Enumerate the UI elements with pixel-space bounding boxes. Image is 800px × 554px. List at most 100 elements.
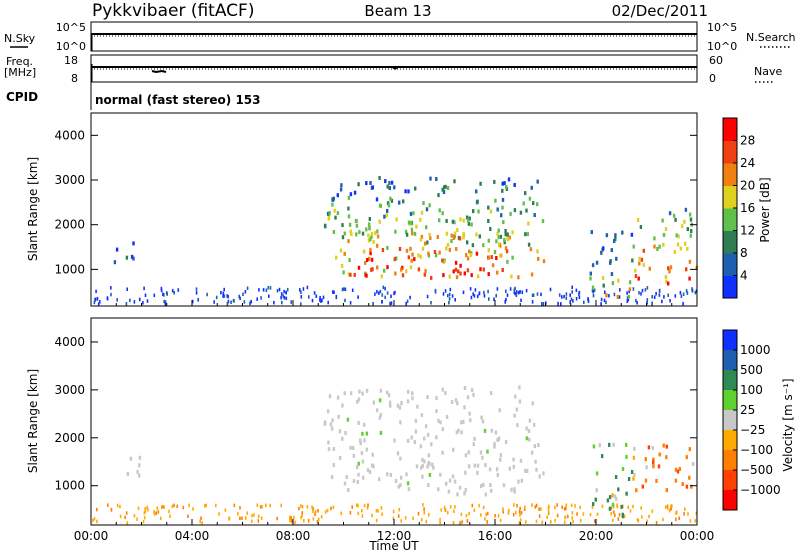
power-noise-cell: [560, 302, 562, 306]
power-range-cell: [685, 267, 688, 272]
velocity-range-cell: [608, 495, 612, 500]
power-range-cell: [366, 258, 369, 262]
velocity-noise-cell: [253, 513, 255, 517]
velocity-range-cell: [473, 463, 476, 468]
power-range-cell: [388, 181, 391, 185]
power-noise-cell: [285, 290, 287, 295]
power-colorbar-tick-label: 4: [740, 269, 748, 283]
velocity-range-cell: [406, 438, 410, 443]
power-noise-cell: [515, 293, 518, 298]
velocity-noise-cell: [256, 503, 259, 507]
time-xtick-label: 04:00: [175, 529, 210, 543]
power-range-cell: [349, 229, 352, 234]
power-range-cell: [368, 217, 371, 221]
velocity-noise-cell: [563, 520, 566, 524]
velocity-range-cell: [513, 487, 516, 492]
velocity-range-cell: [365, 388, 369, 393]
power-range-cell: [407, 189, 410, 194]
power-range-cell: [634, 268, 637, 273]
power-noise-cell: [540, 292, 542, 297]
power-noise-cell: [651, 301, 653, 305]
velocity-range-cell: [657, 464, 661, 469]
velocity-range-cell: [490, 488, 493, 493]
velocity-range-cell: [389, 473, 392, 477]
velocity-range-cell: [499, 457, 502, 462]
power-range-cell: [332, 196, 335, 201]
power-noise-cell: [549, 287, 552, 292]
velocity-colorbar-swatch: [723, 410, 737, 431]
power-noise-cell: [160, 288, 163, 293]
power-range-cell: [355, 232, 358, 237]
velocity-range-cell: [674, 467, 678, 472]
velocity-range-cell: [419, 465, 423, 470]
power-range-cell: [369, 247, 372, 252]
power-noise-cell: [163, 293, 165, 297]
velocity-range-cell: [338, 455, 342, 460]
velocity-noise-cell: [556, 503, 558, 507]
power-noise-cell: [661, 299, 663, 304]
velocity-noise-cell: [269, 503, 271, 508]
power-range-cell: [376, 229, 379, 234]
power-noise-cell: [563, 294, 565, 299]
power-range-cell: [132, 256, 135, 261]
power-range-cell: [664, 227, 668, 232]
velocity-noise-cell: [508, 508, 510, 513]
velocity-range-cell: [525, 436, 529, 441]
velocity-noise-cell: [683, 512, 685, 516]
velocity-range-cell: [457, 428, 460, 433]
velocity-noise-cell: [156, 506, 159, 510]
velocity-range-cell: [328, 394, 332, 399]
power-range-cell: [386, 245, 389, 250]
velocity-noise-cell: [93, 517, 96, 521]
velocity-range-cell: [611, 502, 615, 507]
power-range-cell: [348, 258, 351, 263]
power-range-cell: [347, 214, 351, 219]
velocity-noise-cell: [427, 513, 430, 517]
power-noise-cell: [267, 286, 270, 290]
velocity-range-cell: [329, 422, 333, 427]
velocity-noise-cell: [377, 509, 379, 513]
velocity-noise-cell: [110, 508, 113, 512]
power-range-cell: [333, 208, 336, 213]
freq-unit-label: [MHz]: [4, 66, 36, 79]
velocity-range-cell: [406, 481, 410, 486]
velocity-range-cell: [620, 504, 623, 509]
velocity-range-cell: [537, 443, 540, 447]
velocity-noise-cell: [689, 519, 692, 523]
power-noise-cell: [243, 300, 246, 304]
velocity-range-cell: [366, 468, 370, 473]
power-noise-cell: [447, 293, 449, 298]
velocity-noise-cell: [380, 506, 383, 510]
power-range-cell: [365, 227, 368, 232]
power-noise-cell: [311, 298, 314, 303]
power-range-cell: [482, 267, 485, 272]
power-noise-cell: [619, 288, 621, 292]
velocity-colorbar-swatch: [723, 450, 737, 471]
power-range-cell: [638, 261, 641, 266]
velocity-range-cell: [528, 418, 532, 423]
power-noise-cell: [685, 289, 688, 293]
velocity-range-cell: [327, 440, 330, 445]
velocity-range-cell: [655, 478, 658, 483]
velocity-range-cell: [421, 474, 424, 479]
power-colorbar-tick-label: 24: [740, 156, 755, 170]
power-range-cell: [469, 253, 472, 257]
velocity-noise-cell: [233, 503, 236, 508]
velocity-range-cell: [372, 464, 375, 469]
power-noise-cell: [541, 302, 543, 306]
velocity-range-cell: [360, 451, 364, 455]
power-range-cell: [533, 213, 536, 218]
velocity-noise-cell: [515, 510, 517, 515]
power-noise-cell: [313, 291, 316, 295]
velocity-noise-cell: [171, 504, 174, 509]
power-noise-cell: [238, 294, 240, 299]
velocity-range-cell: [441, 450, 444, 455]
power-noise-cell: [246, 286, 249, 290]
power-noise-cell: [372, 301, 374, 306]
power-noise-cell: [626, 291, 628, 295]
power-ytick-label: 2000: [54, 218, 85, 232]
velocity-range-cell: [324, 420, 327, 425]
velocity-range-cell: [488, 467, 492, 472]
velocity-range-cell: [439, 420, 442, 425]
velocity-ytick-label: 2000: [54, 431, 85, 445]
